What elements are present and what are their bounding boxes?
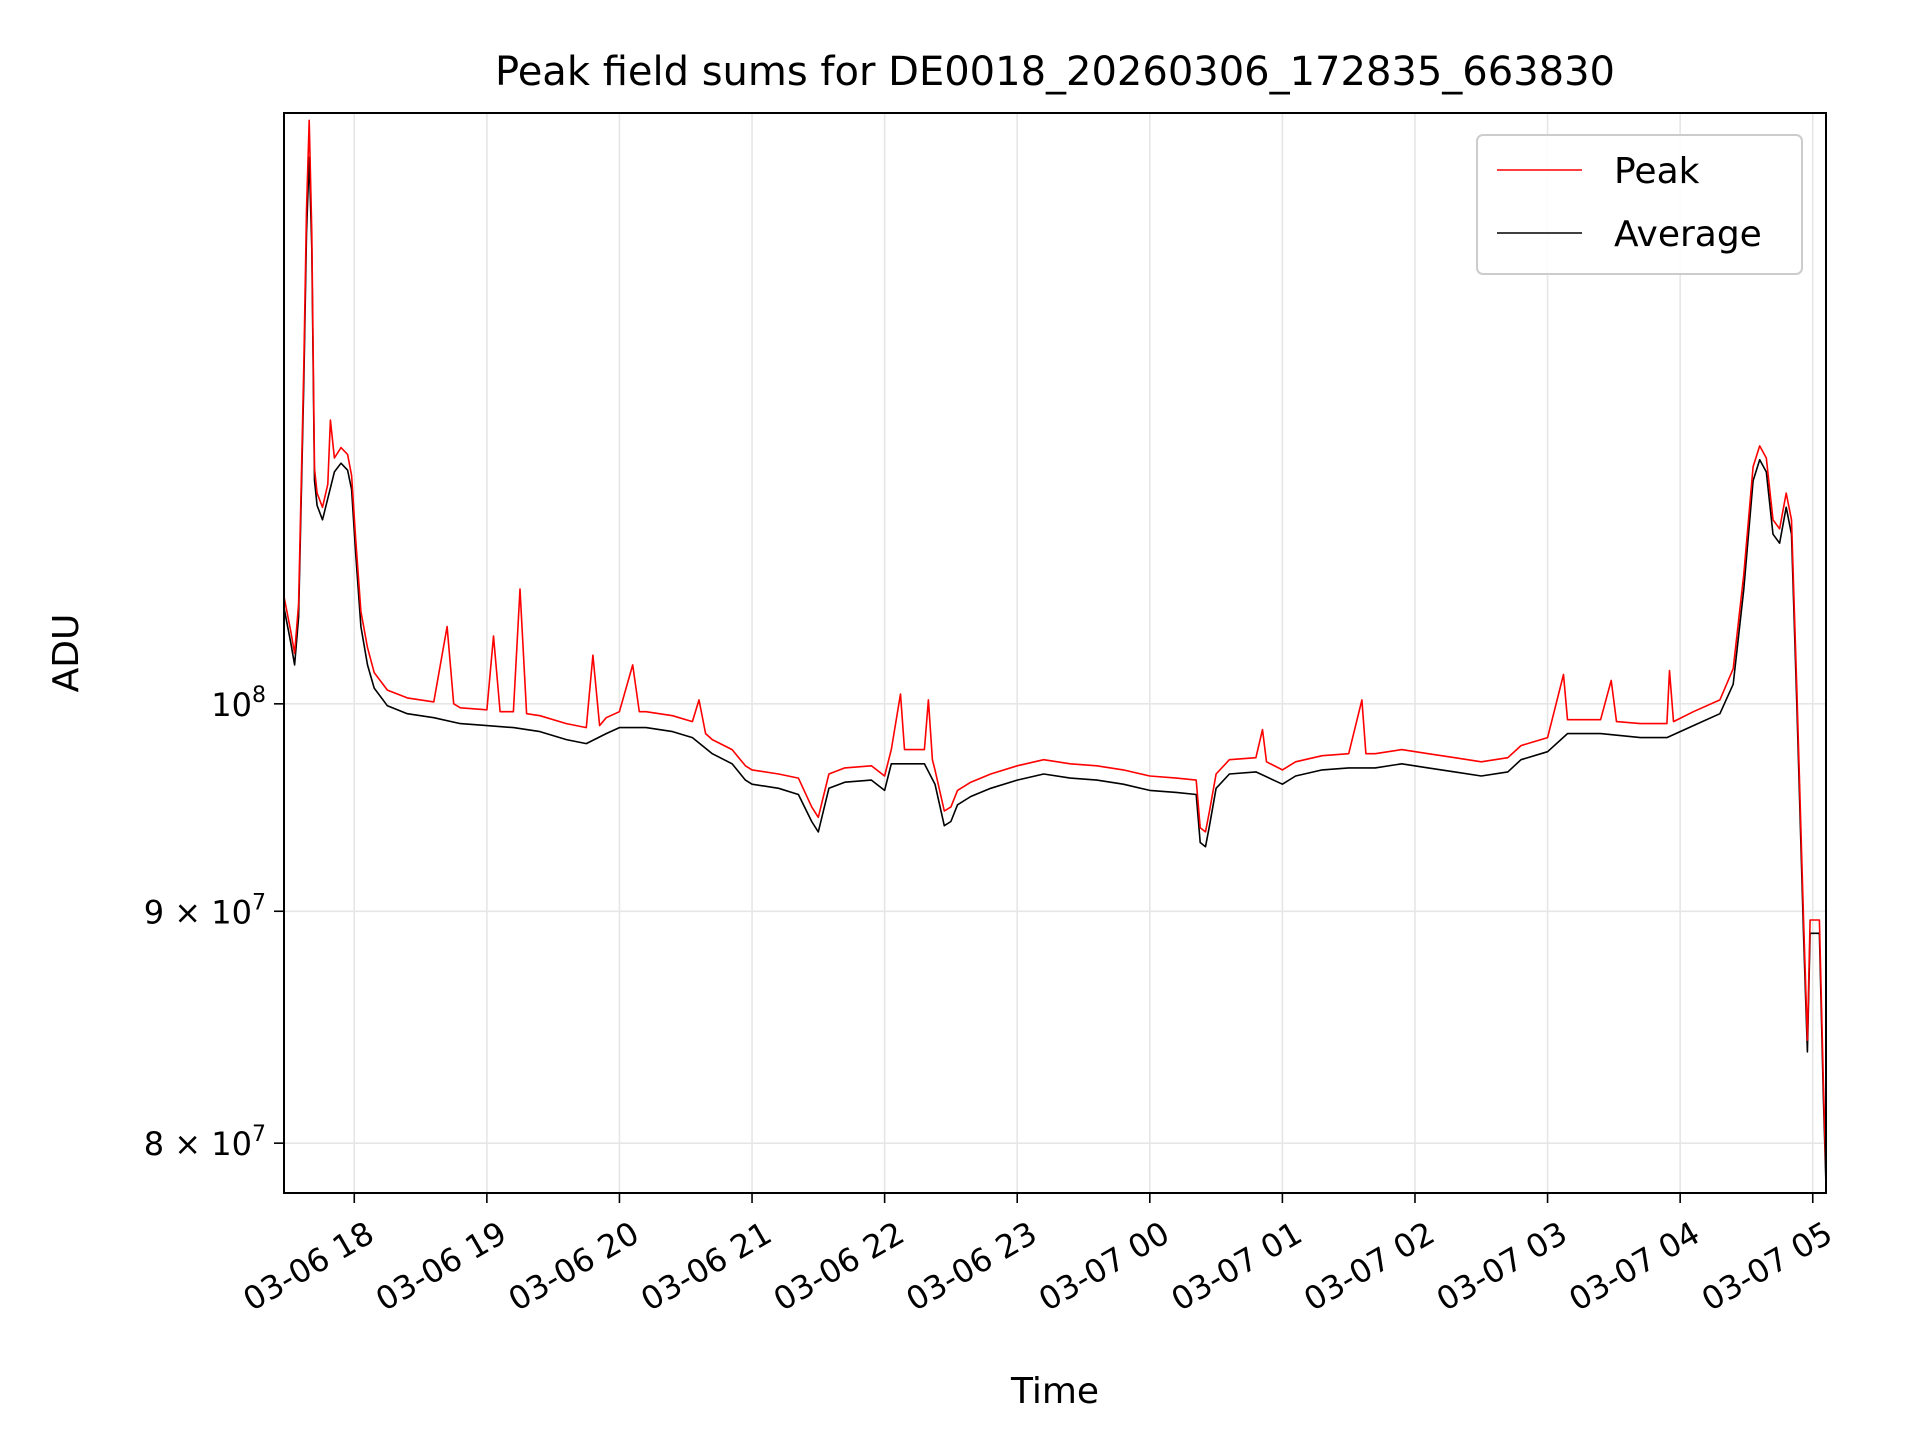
series-line-average [283, 156, 1827, 1186]
plot-frame [283, 112, 1827, 1194]
series-layer [283, 119, 1827, 1186]
grid-layer [284, 113, 1826, 1193]
series-line-peak [283, 119, 1827, 1173]
legend-label-average: Average [1614, 214, 1762, 255]
x-axis-label: Time [1010, 1371, 1099, 1412]
y-tick-label: 8 × 107 [144, 1122, 266, 1163]
y-tick-label: 9 × 107 [144, 890, 266, 931]
chart-title: Peak field sums for DE0018_20260306_1728… [495, 49, 1615, 95]
legend-label-peak: Peak [1614, 151, 1700, 192]
legend: Peak Average [1476, 134, 1803, 275]
y-axis-label: ADU [46, 614, 87, 693]
